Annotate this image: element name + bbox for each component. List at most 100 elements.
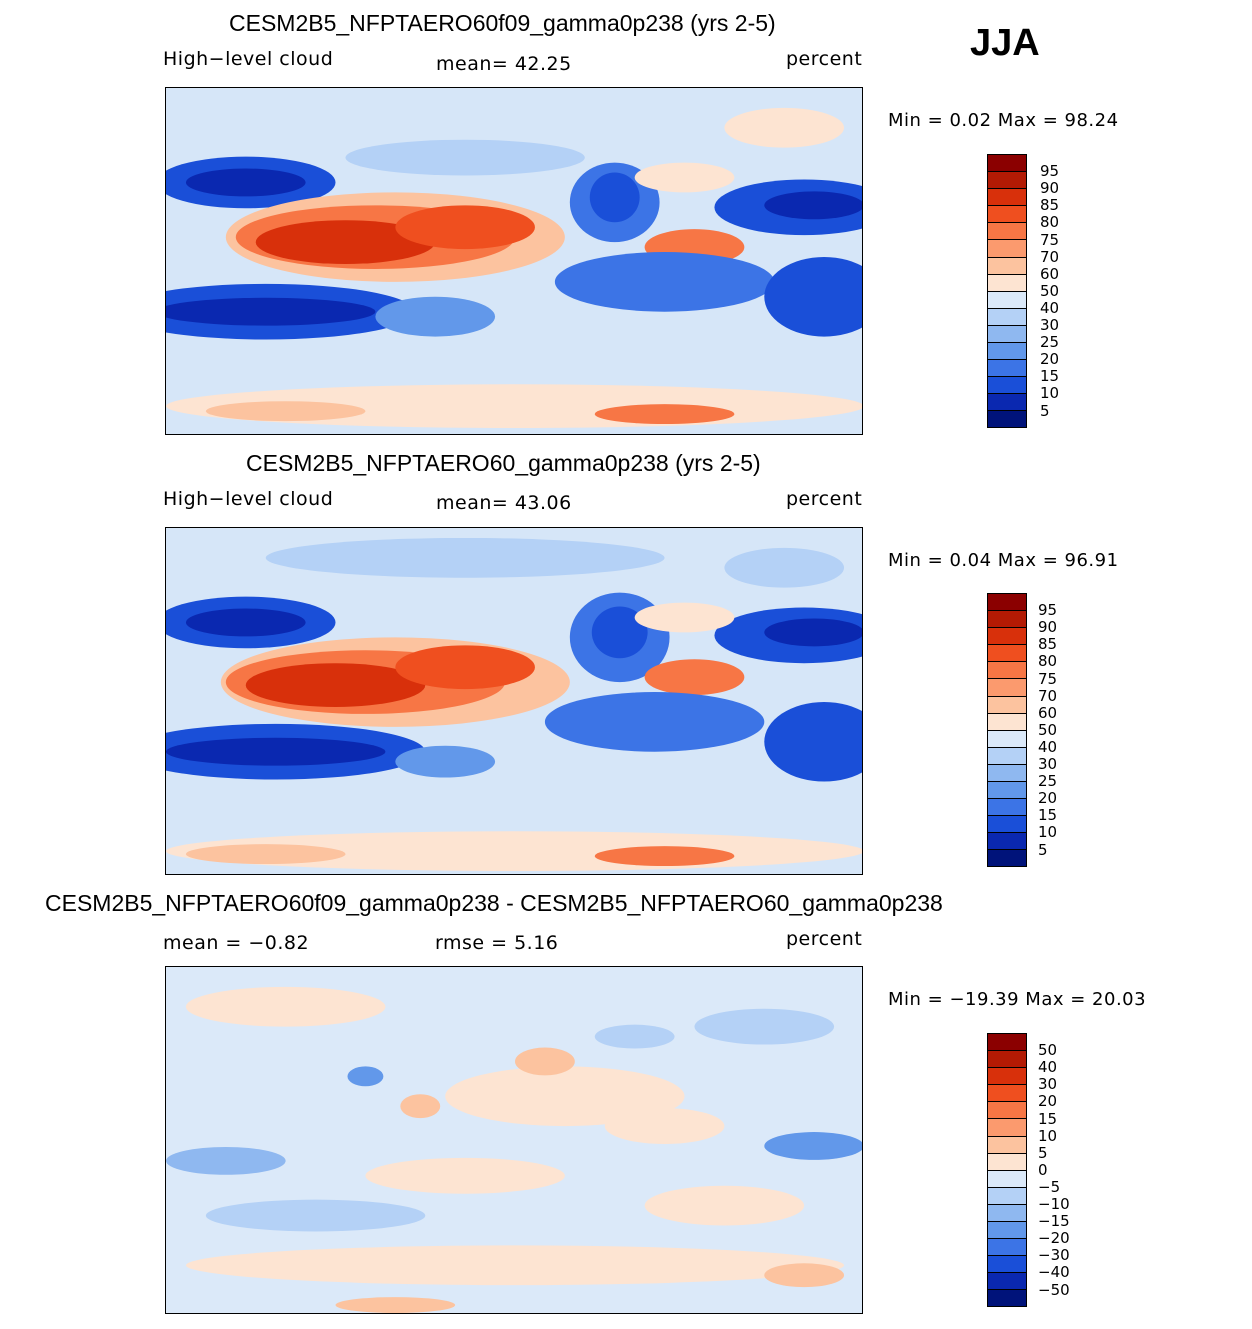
colorbar-3-label: −30 bbox=[1038, 1246, 1070, 1265]
colorbar-1-label: 85 bbox=[1040, 196, 1060, 215]
colorbar-2-label: 20 bbox=[1038, 789, 1058, 808]
panel1-units: percent bbox=[786, 48, 863, 70]
panel2-mean: mean= 43.06 bbox=[436, 492, 572, 514]
colorbar-3-label: 5 bbox=[1038, 1143, 1048, 1162]
colorbar-3-label: −10 bbox=[1038, 1195, 1070, 1213]
colorbar-2-boxes bbox=[987, 593, 1027, 867]
panel3-rmse: rmse = 5.16 bbox=[435, 932, 559, 954]
colorbar-2-box bbox=[987, 593, 1027, 611]
season-label: JJA bbox=[970, 22, 1040, 64]
map-panel-2 bbox=[165, 527, 863, 875]
colorbar-2-label: 5 bbox=[1038, 840, 1048, 859]
colorbar-3-box bbox=[987, 1135, 1027, 1153]
map-panel-2-contours bbox=[166, 528, 862, 874]
colorbar-2-label: 40 bbox=[1038, 737, 1058, 756]
panel1-variable: High−level cloud bbox=[163, 48, 334, 70]
colorbar-2-label: 15 bbox=[1038, 806, 1058, 825]
colorbar-3-label: −15 bbox=[1038, 1212, 1070, 1231]
colorbar-2-box bbox=[987, 644, 1027, 662]
colorbar-3-label: −20 bbox=[1038, 1229, 1070, 1248]
colorbar-1-box bbox=[987, 171, 1027, 189]
colorbar-1-label: 75 bbox=[1040, 230, 1060, 249]
colorbar-1-label: 90 bbox=[1040, 179, 1060, 198]
colorbar-3-label: 50 bbox=[1038, 1041, 1058, 1060]
colorbar-2-label: 10 bbox=[1038, 823, 1058, 842]
colorbar-1-box bbox=[987, 324, 1027, 343]
panel3-mean: mean = −0.82 bbox=[163, 932, 310, 954]
colorbar-2-label: 30 bbox=[1038, 755, 1058, 773]
colorbar-1-box bbox=[987, 188, 1027, 206]
panel1-title: CESM2B5_NFPTAERO60f09_gamma0p238 (yrs 2-… bbox=[229, 10, 776, 36]
colorbar-1-box bbox=[987, 205, 1027, 223]
colorbar-1-label: 40 bbox=[1040, 298, 1060, 317]
colorbar-2-box bbox=[987, 627, 1027, 645]
colorbar-2-label: 85 bbox=[1038, 635, 1058, 654]
colorbar-1 bbox=[987, 154, 1027, 428]
panel2-title: CESM2B5_NFPTAERO60_gamma0p238 (yrs 2-5) bbox=[246, 450, 761, 476]
colorbar-3-box bbox=[987, 1033, 1027, 1051]
colorbar-2-box bbox=[987, 832, 1027, 850]
colorbar-1-label: 20 bbox=[1040, 350, 1060, 369]
colorbar-1-box bbox=[987, 359, 1027, 377]
colorbar-2 bbox=[987, 593, 1027, 867]
colorbar-2-label: 25 bbox=[1038, 772, 1058, 791]
colorbar-3-label: −50 bbox=[1038, 1280, 1070, 1299]
colorbar-2-box bbox=[987, 610, 1027, 628]
colorbar-2-box bbox=[987, 763, 1027, 782]
colorbar-2-label: 50 bbox=[1038, 720, 1058, 739]
panel1-minmax: Min = 0.02 Max = 98.24 bbox=[888, 110, 1119, 131]
colorbar-3-box bbox=[987, 1152, 1027, 1170]
colorbar-1-label: 70 bbox=[1040, 247, 1060, 266]
colorbar-2-label: 60 bbox=[1038, 703, 1058, 722]
colorbar-1-label: 95 bbox=[1040, 162, 1060, 181]
map-panel-3-contours bbox=[166, 967, 862, 1313]
panel2-units: percent bbox=[786, 488, 863, 510]
colorbar-2-box bbox=[987, 849, 1027, 867]
colorbar-2-box bbox=[987, 798, 1027, 816]
colorbar-2-box bbox=[987, 781, 1027, 799]
colorbar-1-label: 5 bbox=[1040, 401, 1050, 420]
colorbar-2-label: 95 bbox=[1038, 601, 1058, 620]
colorbar-2-box bbox=[987, 815, 1027, 833]
colorbar-1-box bbox=[987, 342, 1027, 360]
map-panel-1 bbox=[165, 87, 863, 435]
map-panel-1-contours bbox=[166, 88, 862, 434]
colorbar-1-label: 25 bbox=[1040, 333, 1060, 352]
colorbar-3-box bbox=[987, 1084, 1027, 1102]
colorbar-2-box bbox=[987, 678, 1027, 696]
colorbar-1-box bbox=[987, 307, 1027, 325]
colorbar-3-box bbox=[987, 1289, 1027, 1307]
colorbar-3-box bbox=[987, 1221, 1027, 1239]
colorbar-1-boxes bbox=[987, 154, 1027, 428]
colorbar-2-label: 90 bbox=[1038, 618, 1058, 637]
colorbar-1-box bbox=[987, 239, 1027, 257]
colorbar-1-box bbox=[987, 290, 1027, 308]
colorbar-3-box bbox=[987, 1272, 1027, 1290]
map-panel-3 bbox=[165, 966, 863, 1314]
panel3-minmax: Min = −19.39 Max = 20.03 bbox=[888, 989, 1147, 1010]
colorbar-1-label: 60 bbox=[1040, 264, 1060, 283]
colorbar-1-box bbox=[987, 222, 1027, 240]
colorbar-2-label: 75 bbox=[1038, 669, 1058, 688]
colorbar-3-box bbox=[987, 1118, 1027, 1136]
colorbar-1-box bbox=[987, 393, 1027, 411]
colorbar-1-label: 30 bbox=[1040, 316, 1060, 334]
colorbar-3-box bbox=[987, 1169, 1027, 1187]
colorbar-2-box bbox=[987, 746, 1027, 764]
colorbar-1-label: 80 bbox=[1040, 213, 1060, 232]
panel3-title: CESM2B5_NFPTAERO60f09_gamma0p238 - CESM2… bbox=[45, 890, 943, 916]
colorbar-3-label: 0 bbox=[1038, 1160, 1048, 1179]
colorbar-2-box bbox=[987, 712, 1027, 730]
colorbar-3-label: 30 bbox=[1038, 1075, 1058, 1094]
colorbar-2-box bbox=[987, 729, 1027, 747]
colorbar-2-box bbox=[987, 661, 1027, 679]
colorbar-1-box bbox=[987, 273, 1027, 291]
colorbar-3 bbox=[987, 1033, 1027, 1307]
colorbar-3-box bbox=[987, 1050, 1027, 1068]
colorbar-1-label: 50 bbox=[1040, 281, 1060, 300]
colorbar-3-box bbox=[987, 1255, 1027, 1273]
colorbar-3-label: 20 bbox=[1038, 1092, 1058, 1111]
colorbar-2-box bbox=[987, 695, 1027, 713]
colorbar-3-label: −40 bbox=[1038, 1263, 1070, 1282]
colorbar-3-box bbox=[987, 1238, 1027, 1256]
